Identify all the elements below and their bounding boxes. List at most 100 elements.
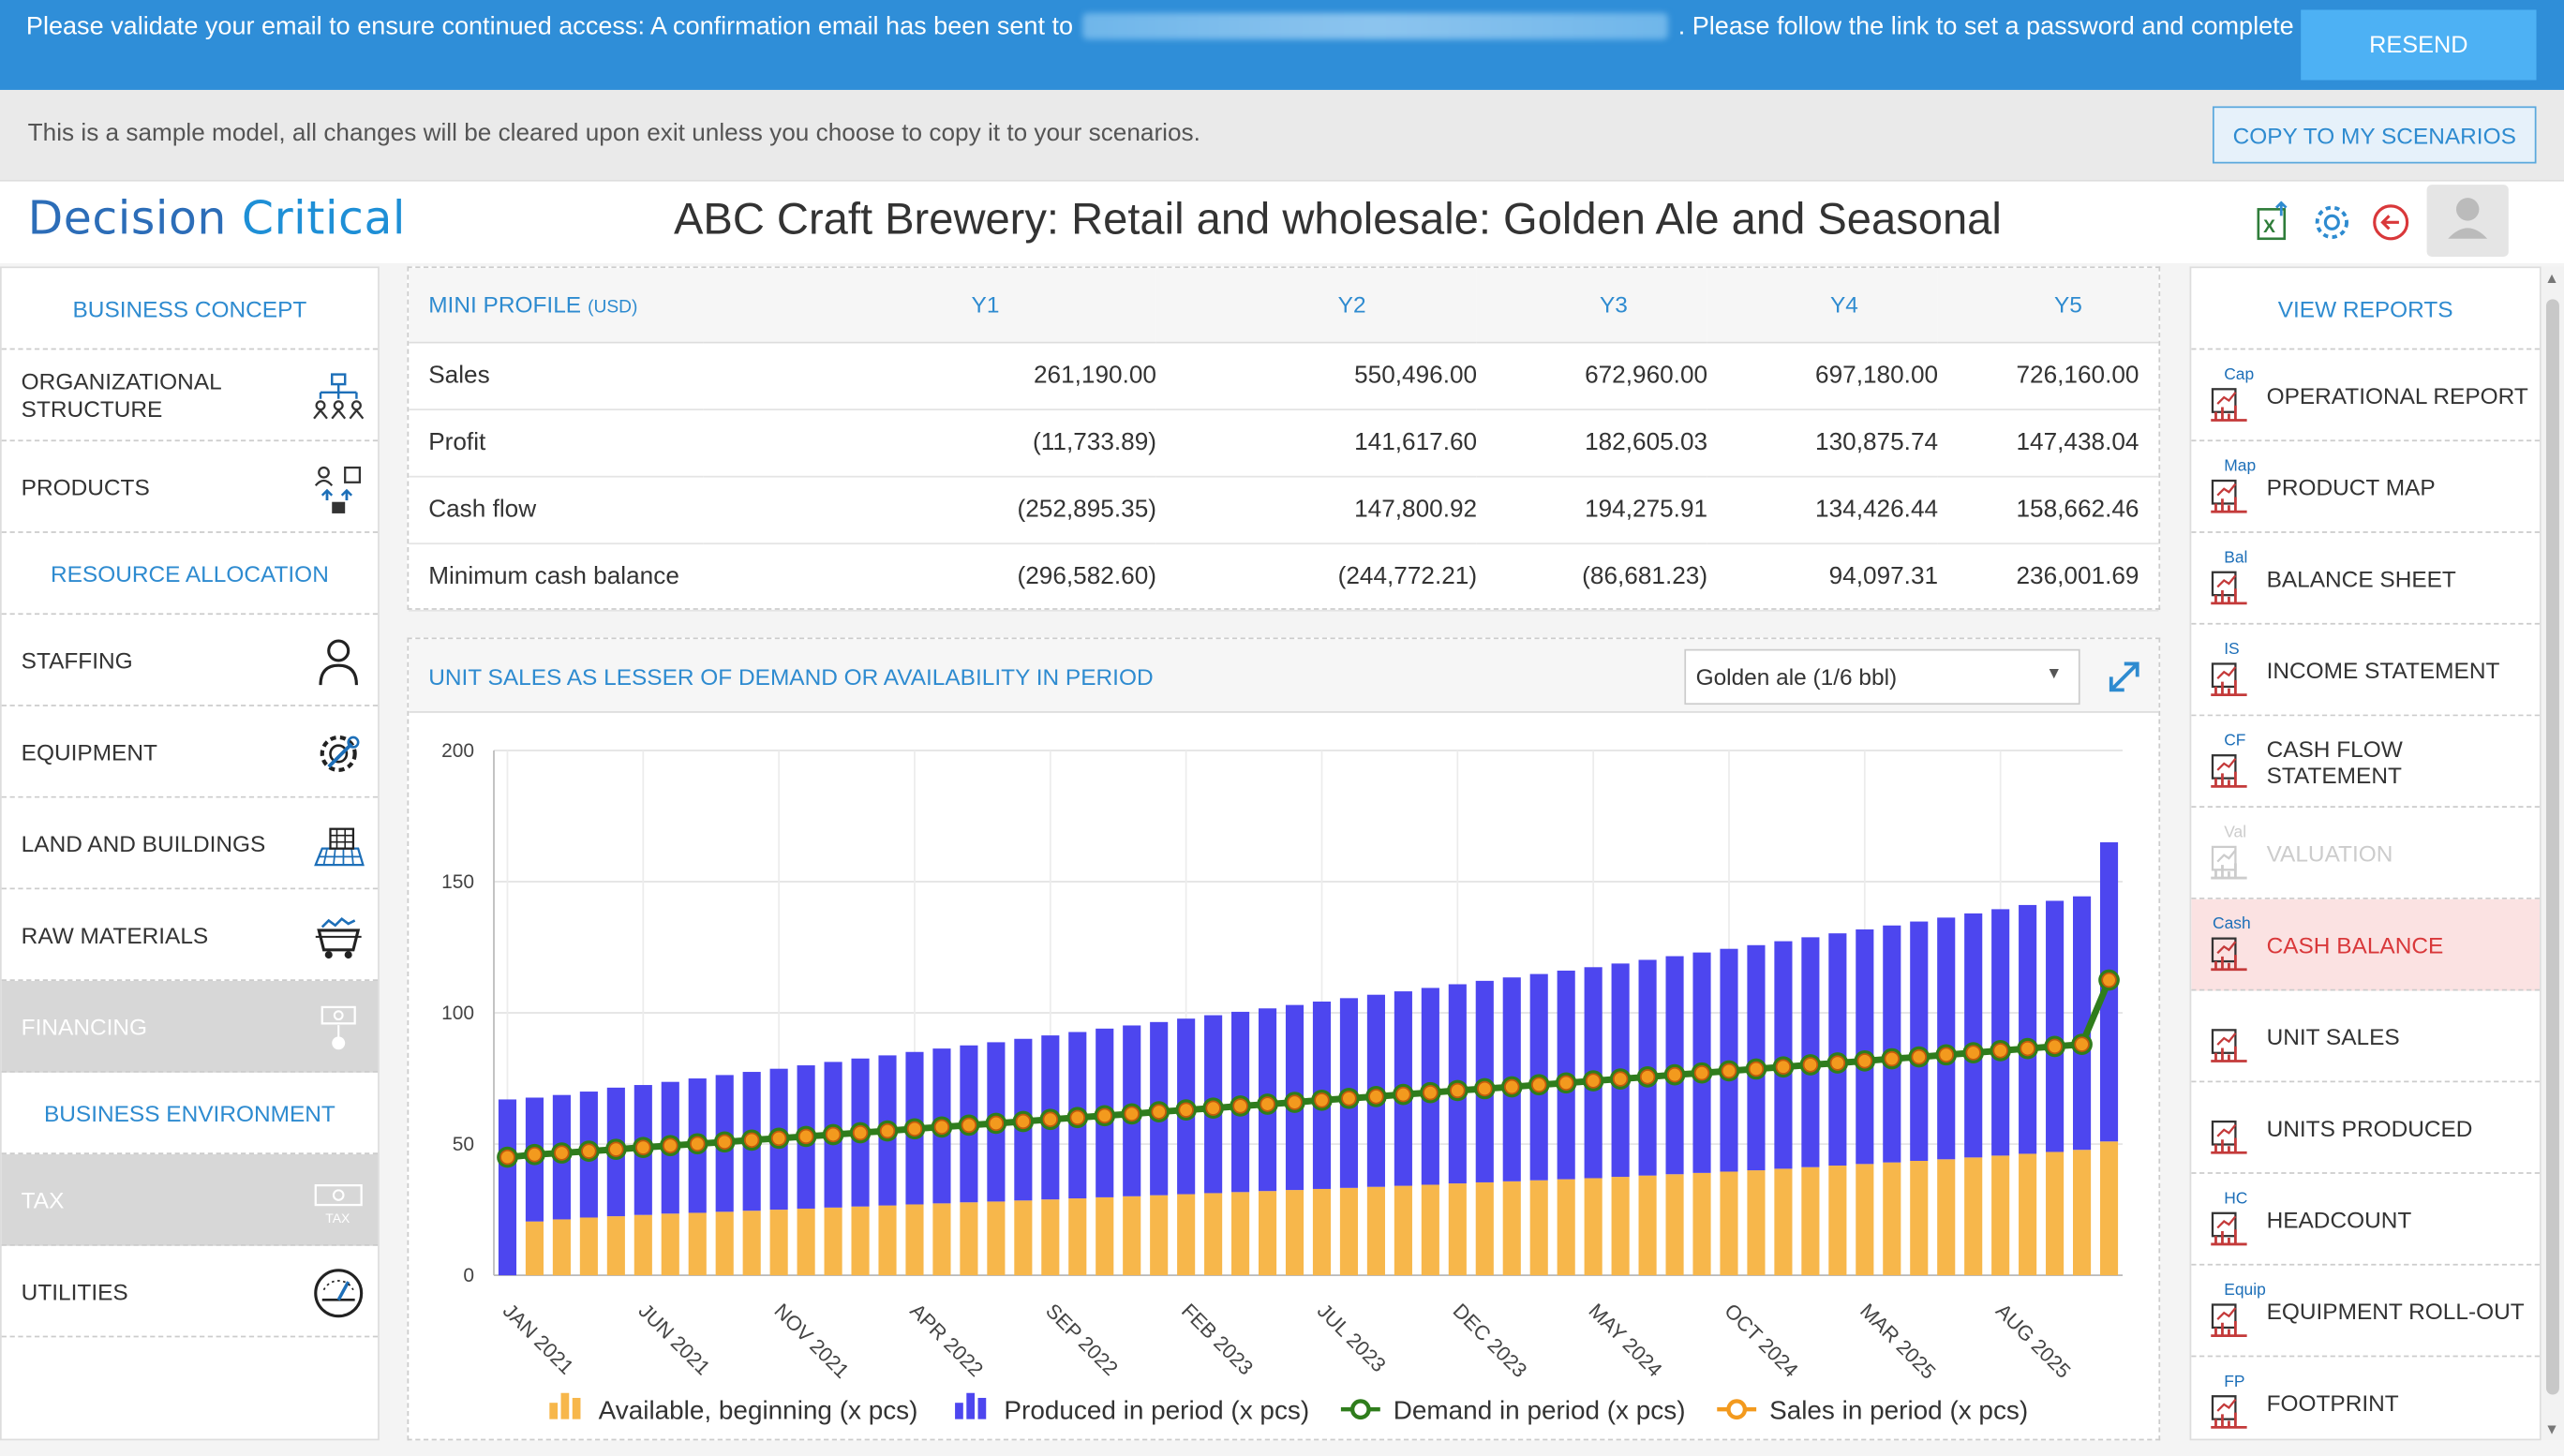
nav-financing[interactable]: FINANCING bbox=[1, 981, 379, 1073]
report-units-produced[interactable]: UNITS PRODUCED bbox=[2191, 1082, 2540, 1174]
available-bar bbox=[1177, 1194, 1196, 1276]
expand-icon[interactable] bbox=[2107, 659, 2142, 694]
sales-point bbox=[1096, 1107, 1112, 1124]
available-bar bbox=[2019, 1153, 2037, 1276]
legend-label: Demand in period (x pcs) bbox=[1394, 1396, 1686, 1425]
available-bar bbox=[1801, 1166, 1820, 1276]
reports-scrollbar[interactable]: ▲ ▼ bbox=[2541, 266, 2564, 1441]
report-valuation[interactable]: Val VALUATION bbox=[2191, 808, 2540, 899]
redacted-email bbox=[1082, 12, 1669, 39]
mini-profile-table: MINI PROFILE (USD) Y1 Y2 Y3 Y4 Y5 Sales 2… bbox=[409, 268, 2159, 611]
cell-value: (11,733.89) bbox=[703, 409, 1156, 477]
available-bar bbox=[2099, 1141, 2119, 1276]
cell-value: 550,496.00 bbox=[1155, 341, 1478, 410]
available-bar bbox=[987, 1201, 1006, 1276]
sales-point bbox=[1558, 1075, 1574, 1092]
sales-point bbox=[1341, 1091, 1357, 1107]
tax-icon-label: TAX bbox=[325, 1211, 350, 1226]
settings-gear-icon[interactable] bbox=[2311, 201, 2353, 244]
logo[interactable]: Decision Critical bbox=[28, 191, 406, 245]
report-headcount[interactable]: HC HEADCOUNT bbox=[2191, 1174, 2540, 1266]
produced-bar bbox=[1774, 941, 1793, 1169]
email-validation-banner: Please validate your email to ensure con… bbox=[0, 0, 2564, 90]
available-bar bbox=[905, 1204, 924, 1276]
sales-point bbox=[581, 1143, 597, 1159]
sales-point bbox=[1693, 1064, 1710, 1081]
unit-sales-chart: 0 50 100 150 200 JAN 2021 JUN 2021 NOV 2021 APR … bbox=[441, 740, 2124, 1425]
user-avatar-icon[interactable] bbox=[2426, 185, 2509, 257]
report-cash-balance[interactable]: Cash CASH BALANCE bbox=[2191, 899, 2540, 991]
available-bar bbox=[1150, 1195, 1169, 1276]
scroll-down-arrow-icon[interactable]: ▼ bbox=[2544, 1420, 2559, 1437]
report-balance-sheet[interactable]: Bal BALANCE SHEET bbox=[2191, 533, 2540, 625]
report-icon-tag: Map bbox=[2224, 457, 2257, 476]
available-bar bbox=[1665, 1174, 1684, 1276]
left-sidebar: BUSINESS CONCEPT ORGANIZATIONAL STRUCTUR… bbox=[0, 266, 380, 1441]
available-bar bbox=[1096, 1196, 1114, 1276]
legend-item[interactable]: Sales in period (x pcs) bbox=[1717, 1396, 2028, 1425]
sample-model-notice: This is a sample model, all changes will… bbox=[0, 89, 2564, 182]
sales-point bbox=[1531, 1077, 1547, 1092]
cash-balance-icon: Cash bbox=[2206, 915, 2255, 974]
nav-land-and-buildings[interactable]: LAND AND BUILDINGS bbox=[1, 798, 379, 890]
scroll-up-arrow-icon[interactable]: ▲ bbox=[2544, 269, 2559, 287]
report-operational-report[interactable]: Cap OPERATIONAL REPORT bbox=[2191, 349, 2540, 442]
legend-item[interactable]: Produced in period (x pcs) bbox=[955, 1392, 1309, 1425]
report-icon-tag: CF bbox=[2224, 732, 2246, 750]
sales-point bbox=[1585, 1073, 1602, 1089]
report-icon-tag: Cash bbox=[2212, 915, 2251, 934]
nav-label: EQUIPMENT bbox=[21, 737, 157, 765]
scrollbar-thumb[interactable] bbox=[2545, 299, 2559, 1395]
report-cash-flow-statement[interactable]: CF CASH FLOW STATEMENT bbox=[2191, 716, 2540, 809]
available-bar bbox=[1123, 1196, 1141, 1276]
back-arrow-icon[interactable] bbox=[2370, 201, 2412, 244]
page-title: ABC Craft Brewery: Retail and wholesale:… bbox=[673, 194, 2002, 245]
section-business-environment[interactable]: BUSINESS ENVIRONMENT bbox=[1, 1073, 379, 1154]
available-bar bbox=[1312, 1188, 1332, 1276]
report-unit-sales[interactable]: UNIT SALES bbox=[2191, 990, 2540, 1083]
section-resource-allocation[interactable]: RESOURCE ALLOCATION bbox=[1, 533, 379, 616]
sales-point bbox=[1639, 1069, 1656, 1085]
sales-point bbox=[1938, 1047, 1954, 1063]
sales-point bbox=[1042, 1111, 1059, 1127]
legend-bar-swatch bbox=[977, 1397, 987, 1419]
available-bar bbox=[1258, 1191, 1277, 1276]
legend-item[interactable]: Available, beginning (x pcs) bbox=[549, 1392, 917, 1425]
nav-raw-materials[interactable]: RAW MATERIALS bbox=[1, 889, 379, 981]
nav-products[interactable]: PRODUCTS bbox=[1, 441, 379, 533]
headcount-icon: HC bbox=[2206, 1190, 2255, 1249]
report-label: FOOTPRINT bbox=[2266, 1389, 2399, 1416]
available-bar bbox=[1584, 1178, 1602, 1276]
available-bar bbox=[1285, 1190, 1304, 1276]
nav-equipment[interactable]: EQUIPMENT bbox=[1, 706, 379, 798]
x-tick-label: MAR 2025 bbox=[1856, 1299, 1940, 1383]
legend-item[interactable]: Demand in period (x pcs) bbox=[1340, 1396, 1686, 1425]
report-income-statement[interactable]: IS INCOME STATEMENT bbox=[2191, 625, 2540, 717]
cell-value: 147,800.92 bbox=[1155, 475, 1478, 544]
report-label: VALUATION bbox=[2266, 839, 2393, 866]
chart-title: UNIT SALES AS LESSER OF DEMAND OR AVAILA… bbox=[428, 663, 1154, 691]
sales-point bbox=[879, 1122, 896, 1139]
table-row: Minimum cash balance (296,582.60) (244,7… bbox=[409, 542, 2159, 611]
legend-bar-swatch bbox=[966, 1392, 976, 1419]
copy-to-scenarios-button[interactable]: COPY TO MY SCENARIOS bbox=[2212, 106, 2537, 164]
sales-point bbox=[1450, 1082, 1466, 1099]
product-select[interactable]: Golden ale (1/6 bbl) ▼ bbox=[1684, 648, 2080, 706]
nav-utilities[interactable]: UTILITIES bbox=[1, 1246, 379, 1338]
y-tick-label: 150 bbox=[441, 871, 474, 893]
mini-profile-header: MINI PROFILE (USD) bbox=[409, 268, 704, 343]
report-equipment-roll-out[interactable]: Equip EQUIPMENT ROLL-OUT bbox=[2191, 1266, 2540, 1358]
sales-point bbox=[988, 1115, 1005, 1132]
resend-button[interactable]: RESEND bbox=[2301, 9, 2537, 81]
section-business-concept[interactable]: BUSINESS CONCEPT bbox=[1, 268, 379, 350]
available-bar bbox=[661, 1213, 679, 1276]
nav-staffing[interactable]: STAFFING bbox=[1, 615, 379, 706]
report-footprint[interactable]: FP FOOTPRINT bbox=[2191, 1357, 2540, 1438]
nav-tax[interactable]: TAX TAX bbox=[1, 1153, 379, 1246]
sales-point bbox=[663, 1137, 678, 1153]
available-bar bbox=[1964, 1157, 1983, 1276]
report-label: CASH BALANCE bbox=[2266, 930, 2444, 958]
nav-organizational-structure[interactable]: ORGANIZATIONAL STRUCTURE bbox=[1, 349, 379, 442]
excel-export-icon[interactable]: X bbox=[2252, 201, 2294, 244]
report-product-map[interactable]: Map PRODUCT MAP bbox=[2191, 441, 2540, 533]
